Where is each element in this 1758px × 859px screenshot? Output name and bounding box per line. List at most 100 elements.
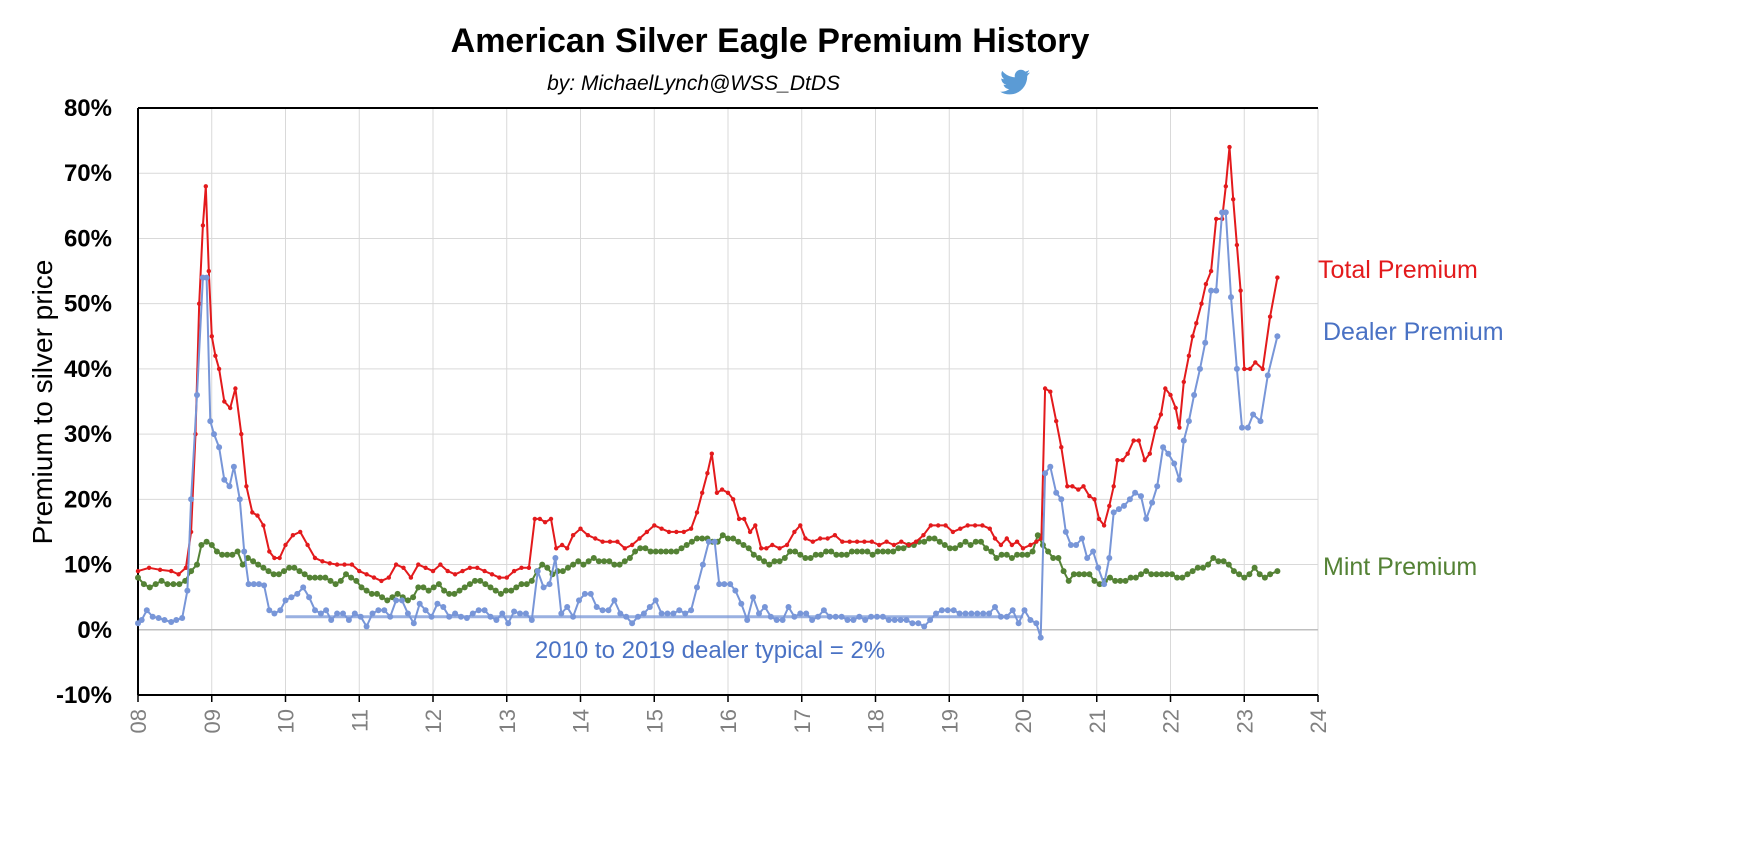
- data-point: [1070, 484, 1075, 489]
- data-point: [420, 584, 427, 591]
- data-point: [430, 584, 437, 591]
- data-point: [298, 529, 303, 535]
- data-point: [250, 581, 257, 588]
- data-point: [1274, 333, 1281, 340]
- data-point: [915, 620, 922, 627]
- data-point: [694, 510, 700, 515]
- data-point: [441, 587, 448, 594]
- data-point: [1186, 353, 1192, 358]
- series-label-mint: Mint Premium: [1323, 553, 1477, 581]
- data-point: [513, 584, 520, 591]
- data-point: [933, 610, 939, 617]
- data-point: [565, 564, 571, 571]
- y-ticks: 80% 70% 60% 50% 40% 30% 20% 10% 0% -10%: [56, 95, 112, 709]
- data-point: [1228, 294, 1234, 301]
- data-point: [766, 561, 773, 568]
- data-point: [688, 607, 695, 614]
- series-label-total: Total Premium: [1318, 256, 1478, 284]
- data-point: [229, 551, 236, 558]
- data-point: [1081, 571, 1088, 578]
- data-point: [983, 545, 990, 552]
- y-tick-label: 60%: [64, 225, 112, 252]
- data-point: [206, 268, 211, 274]
- data-point: [493, 617, 500, 623]
- data-point: [747, 529, 753, 535]
- data-point: [593, 536, 598, 541]
- data-point: [854, 548, 861, 555]
- data-point: [807, 555, 814, 561]
- data-point: [1247, 366, 1253, 372]
- data-point: [856, 613, 863, 620]
- data-point: [290, 533, 296, 538]
- data-point: [879, 548, 886, 555]
- data-point: [1087, 493, 1092, 499]
- data-point: [1274, 568, 1281, 575]
- data-point: [657, 548, 664, 555]
- data-point: [528, 617, 535, 623]
- data-point: [357, 613, 364, 620]
- data-point: [518, 581, 525, 588]
- data-point: [1179, 574, 1186, 581]
- data-point: [611, 561, 618, 568]
- data-point: [941, 542, 948, 548]
- data-point: [487, 584, 494, 591]
- data-point: [364, 572, 369, 577]
- data-point: [208, 542, 215, 548]
- data-point: [1184, 571, 1191, 578]
- data-point: [1029, 548, 1036, 555]
- data-point: [637, 545, 644, 552]
- data-point: [1028, 542, 1033, 548]
- data-point: [965, 523, 970, 528]
- data-point: [1190, 334, 1195, 339]
- data-point: [1111, 484, 1116, 489]
- data-point: [430, 568, 436, 574]
- data-point: [544, 564, 551, 571]
- x-tick-label: 18: [864, 709, 889, 733]
- data-point: [1090, 548, 1097, 555]
- data-point: [1234, 242, 1240, 248]
- data-point: [823, 548, 830, 555]
- data-point: [219, 551, 226, 558]
- data-point: [820, 607, 827, 614]
- data-point: [1053, 489, 1060, 496]
- data-point: [532, 516, 537, 522]
- data-point: [1136, 438, 1142, 443]
- data-point: [725, 535, 731, 542]
- y-tick-label: 30%: [64, 421, 112, 448]
- data-point: [590, 555, 597, 561]
- data-point: [394, 590, 401, 597]
- data-point: [676, 607, 683, 614]
- data-point: [688, 538, 695, 545]
- data-point: [897, 617, 904, 623]
- data-point: [152, 581, 159, 588]
- data-point: [1037, 634, 1044, 641]
- data-point: [161, 617, 168, 623]
- data-point: [616, 561, 623, 568]
- data-point: [575, 558, 582, 565]
- data-point: [422, 607, 429, 614]
- data-point: [1009, 607, 1016, 614]
- data-point: [179, 615, 186, 621]
- data-point: [255, 513, 260, 518]
- data-point: [714, 490, 720, 495]
- data-point: [652, 523, 657, 528]
- data-point: [363, 623, 370, 630]
- data-point: [408, 575, 414, 580]
- data-point: [1180, 437, 1187, 444]
- data-point: [1158, 412, 1164, 417]
- data-point: [300, 584, 307, 591]
- data-point: [1042, 386, 1048, 391]
- data-point: [992, 604, 998, 610]
- data-point: [785, 604, 792, 610]
- data-point: [1131, 438, 1136, 443]
- data-point: [337, 577, 344, 584]
- series-line-total-premium: [137, 146, 1279, 582]
- data-point: [943, 523, 948, 528]
- data-point: [756, 555, 762, 561]
- data-point: [1163, 386, 1168, 391]
- data-point: [809, 617, 816, 623]
- data-point: [1143, 568, 1150, 575]
- data-point: [1181, 379, 1187, 385]
- data-point: [1244, 424, 1251, 431]
- data-point: [353, 577, 360, 584]
